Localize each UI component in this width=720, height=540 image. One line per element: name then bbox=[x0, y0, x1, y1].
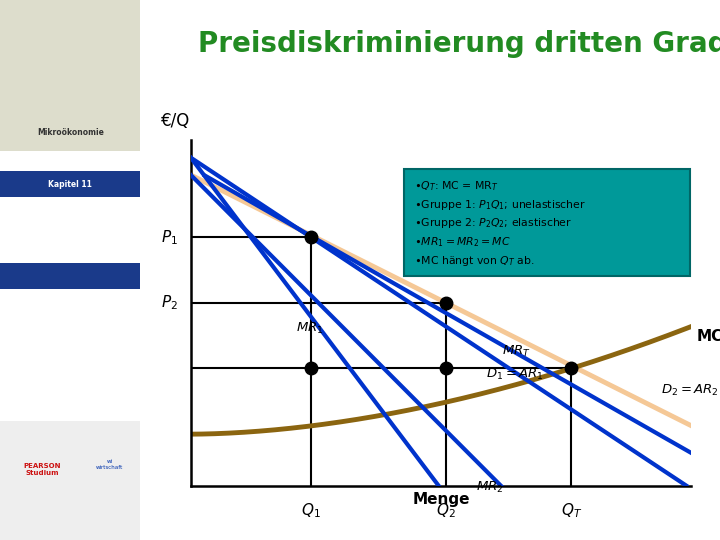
Text: $D_2 = AR_2$: $D_2 = AR_2$ bbox=[661, 383, 719, 398]
Text: MC: MC bbox=[696, 329, 720, 345]
Text: $\bullet MR_1 = MR_2 = MC$: $\bullet MR_1 = MR_2 = MC$ bbox=[415, 235, 511, 249]
Text: Preisbildung bei
Marktmacht: Preisbildung bei Marktmacht bbox=[40, 214, 101, 234]
Text: $\bullet$Gruppe 1: $P_1Q_1$; unelastischer: $\bullet$Gruppe 1: $P_1Q_1$; unelastisch… bbox=[415, 198, 587, 212]
Text: $Q_1$: $Q_1$ bbox=[301, 502, 320, 520]
Text: $\bullet$Gruppe 2: $P_2Q_2$; elastischer: $\bullet$Gruppe 2: $P_2Q_2$; elastischer bbox=[415, 217, 572, 231]
Text: $MR_T$: $MR_T$ bbox=[503, 343, 531, 359]
Text: PEARSON
Studium: PEARSON Studium bbox=[23, 463, 61, 476]
X-axis label: Menge: Menge bbox=[413, 491, 469, 507]
Text: $\bullet Q_T$: MC = MR$_T$: $\bullet Q_T$: MC = MR$_T$ bbox=[415, 179, 499, 193]
Text: wi
wirtschaft: wi wirtschaft bbox=[96, 459, 123, 470]
Text: 30: 30 bbox=[10, 303, 41, 323]
Text: Preisdiskriminierung dritten Grades: Preisdiskriminierung dritten Grades bbox=[198, 30, 720, 58]
Text: Kapitel 11: Kapitel 11 bbox=[48, 180, 92, 188]
Bar bbox=[0, 421, 140, 540]
Text: $MR_2$: $MR_2$ bbox=[476, 480, 503, 495]
Text: $\bullet$MC hängt von $Q_T$ ab.: $\bullet$MC hängt von $Q_T$ ab. bbox=[415, 254, 535, 268]
Bar bbox=[0, 171, 140, 197]
Text: Mikroökonomie: Mikroökonomie bbox=[37, 128, 104, 137]
Text: $P_2$: $P_2$ bbox=[161, 293, 179, 312]
Text: $Q_2$: $Q_2$ bbox=[436, 502, 456, 520]
Text: $P_1$: $P_1$ bbox=[161, 228, 179, 247]
Text: $Q_T$: $Q_T$ bbox=[560, 502, 582, 520]
Text: $MR_1$: $MR_1$ bbox=[296, 321, 323, 336]
FancyBboxPatch shape bbox=[405, 168, 690, 276]
Y-axis label: €/Q: €/Q bbox=[161, 112, 190, 130]
Bar bbox=[0, 263, 140, 289]
Text: $D_1 = AR_1$: $D_1 = AR_1$ bbox=[486, 367, 544, 382]
Bar bbox=[0, 0, 140, 151]
